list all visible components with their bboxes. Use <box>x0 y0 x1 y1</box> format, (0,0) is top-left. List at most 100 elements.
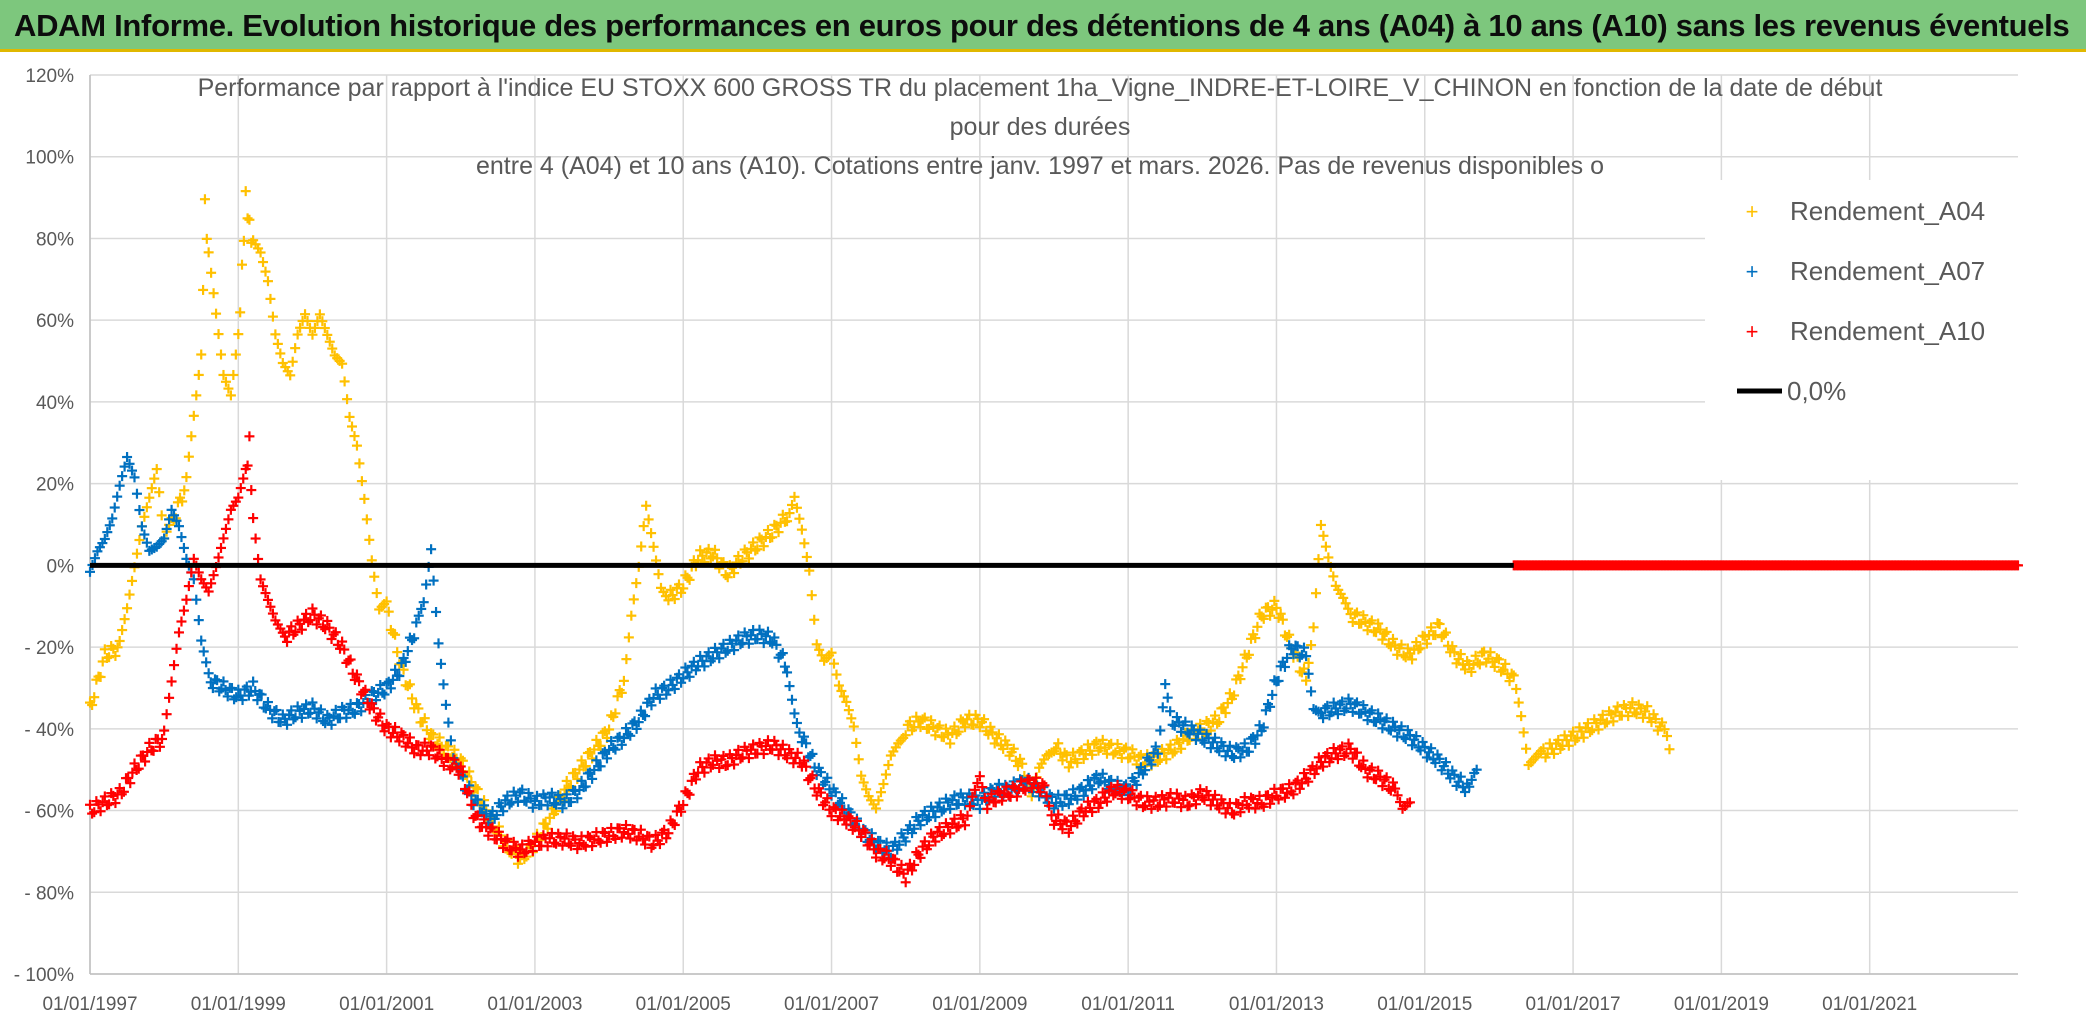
data-point <box>1252 621 1263 632</box>
data-point <box>1214 803 1225 814</box>
data-point <box>557 840 568 851</box>
data-point <box>974 722 985 733</box>
data-point <box>1207 794 1218 805</box>
data-point <box>164 692 175 703</box>
data-point <box>198 284 209 295</box>
data-point <box>1180 790 1191 801</box>
data-point <box>166 676 177 687</box>
data-point <box>790 752 801 763</box>
data-point <box>1306 686 1317 697</box>
data-point <box>1015 753 1026 764</box>
data-point <box>193 615 204 626</box>
data-point <box>987 727 998 738</box>
data-point <box>1243 649 1254 660</box>
data-point <box>512 796 523 807</box>
data-point <box>1235 674 1246 685</box>
data-point <box>246 485 257 496</box>
data-point <box>616 739 627 750</box>
data-point <box>169 660 180 671</box>
data-point <box>861 784 872 795</box>
data-point <box>934 797 945 808</box>
data-point <box>762 525 773 536</box>
data-point <box>124 458 135 469</box>
data-point <box>758 638 769 649</box>
data-point <box>801 738 812 749</box>
data-point <box>87 808 98 819</box>
banner-title: ADAM Informe. Evolution historique des p… <box>14 8 2070 43</box>
data-point <box>311 619 322 630</box>
data-point <box>1313 752 1324 763</box>
data-point <box>729 568 740 579</box>
data-point <box>782 667 793 678</box>
data-point <box>1599 718 1610 729</box>
data-point <box>1146 803 1157 814</box>
data-point <box>735 639 746 650</box>
data-point <box>663 828 674 839</box>
data-point <box>1313 554 1324 565</box>
data-point <box>789 708 800 719</box>
data-point <box>1362 625 1373 636</box>
data-point <box>375 708 386 719</box>
data-point <box>1411 637 1422 648</box>
data-point <box>1133 751 1144 762</box>
data-point <box>1470 650 1481 661</box>
data-point <box>610 744 621 755</box>
data-point <box>1271 602 1282 613</box>
data-point <box>1121 783 1132 794</box>
data-point <box>479 814 490 825</box>
data-point <box>1057 800 1068 811</box>
data-point <box>830 787 841 798</box>
data-point <box>428 575 439 586</box>
data-point <box>392 647 403 658</box>
data-point <box>1265 798 1276 809</box>
data-point <box>402 681 413 692</box>
data-point <box>1078 790 1089 801</box>
data-point <box>462 788 473 799</box>
data-point <box>1358 610 1369 621</box>
data-point <box>1294 783 1305 794</box>
data-point <box>271 705 282 716</box>
data-point <box>176 616 187 627</box>
data-point <box>786 694 797 705</box>
data-point <box>1303 657 1314 668</box>
data-point <box>587 841 598 852</box>
data-point <box>1347 617 1358 628</box>
legend-label-zero: 0,0% <box>1787 376 1846 406</box>
data-point <box>1318 713 1329 724</box>
data-point <box>1131 800 1142 811</box>
data-point <box>305 615 316 626</box>
data-point <box>760 631 771 642</box>
data-point <box>390 721 401 732</box>
data-point <box>1453 776 1464 787</box>
data-point <box>542 800 553 811</box>
data-point <box>822 772 833 783</box>
data-point <box>237 259 248 270</box>
data-point <box>962 810 973 821</box>
data-point <box>330 704 341 715</box>
data-point <box>762 626 773 637</box>
data-point <box>1426 622 1437 633</box>
data-point <box>775 744 786 755</box>
data-point <box>504 799 515 810</box>
data-point <box>213 552 224 563</box>
data-point <box>1419 741 1430 752</box>
data-point <box>1106 781 1117 792</box>
data-point <box>416 603 427 614</box>
data-point <box>667 818 678 829</box>
legend: + Rendement_A04 + Rendement_A07 + Rendem… <box>1705 180 2050 480</box>
data-point <box>1030 772 1041 783</box>
x-tick-label: 01/01/1999 <box>191 994 286 1015</box>
chart-title-line-3: entre 4 (A04) et 10 ans (A10). Cotations… <box>476 152 1604 180</box>
data-point <box>894 839 905 850</box>
data-point <box>833 680 844 691</box>
data-point <box>949 790 960 801</box>
data-point <box>366 698 377 709</box>
data-point <box>1112 779 1123 790</box>
data-point <box>1662 731 1673 742</box>
data-point <box>161 523 172 534</box>
data-point <box>911 711 922 722</box>
data-point <box>1508 670 1519 681</box>
data-point <box>532 831 543 842</box>
data-point <box>1063 827 1074 838</box>
y-tick-label: 100% <box>25 148 74 169</box>
